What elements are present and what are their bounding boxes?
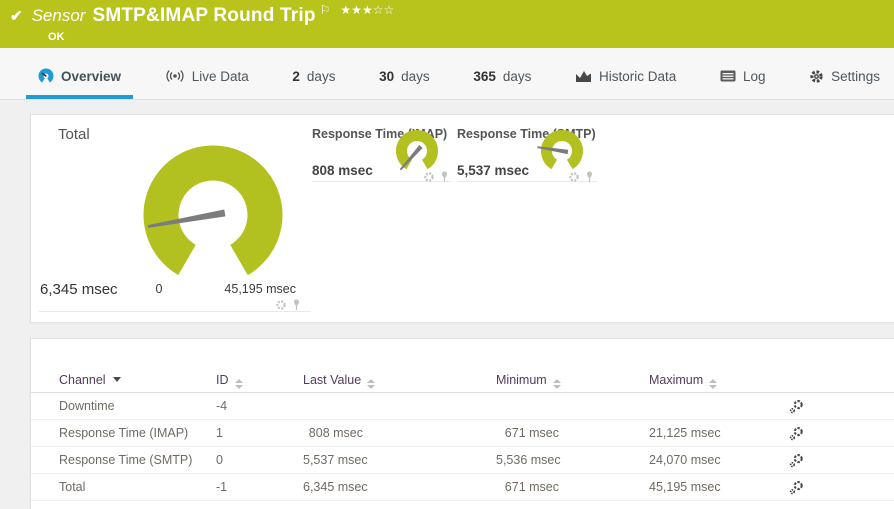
smtp-gauge-value: 5,537 msec: [457, 163, 530, 178]
tile-gear-icon[interactable]: [423, 171, 435, 183]
edit-channel-button[interactable]: [789, 426, 829, 441]
gauge-icon: [38, 68, 54, 83]
gear-icon: [810, 69, 823, 83]
last-value: 808 msec: [308, 426, 363, 440]
channel-name: Response Time (SMTP): [59, 453, 193, 467]
sensor-kind-label: Sensor: [31, 6, 86, 25]
historic-chart-icon: [576, 71, 592, 82]
channel-name: Downtime: [59, 399, 115, 413]
channel-gears-icon: [789, 453, 803, 467]
tab-30-days[interactable]: 30 days: [379, 68, 430, 84]
minimum-value: 671 msec: [504, 426, 559, 440]
table-row: Total -1 6,345 msec 671 msec 45,195 msec: [31, 474, 894, 501]
smtp-tile-actions: [568, 171, 594, 183]
total-gauge-scale-min: 0: [155, 282, 163, 296]
sensor-title: SMTP&IMAP Round Trip: [92, 5, 316, 26]
last-value: 5,537 msec: [303, 453, 368, 467]
smtp-gauge: [537, 130, 583, 170]
channels-table-panel: Channel ID Last Value Minimum Maximum Do…: [30, 338, 894, 509]
channel-name: Response Time (IMAP): [59, 426, 189, 440]
table-row: Response Time (IMAP) 1 808 msec 671 msec…: [31, 420, 894, 447]
imap-gauge-value: 808 msec: [312, 163, 373, 178]
total-gauge-scale-max: 45,195 msec: [224, 282, 296, 296]
live-data-icon: [166, 70, 184, 82]
sensor-status-badge: OK: [48, 31, 65, 43]
last-value: 6,345 msec: [303, 480, 368, 494]
tile-pin-icon[interactable]: [292, 299, 301, 311]
maximum-value: 45,195 msec: [649, 480, 721, 494]
sort-icon: [552, 379, 561, 389]
maximum-value: 21,125 msec: [649, 426, 721, 440]
tab-overview[interactable]: Overview: [26, 57, 134, 99]
maximum-value: 24,070 msec: [649, 453, 721, 467]
imap-tile-actions: [423, 171, 449, 183]
imap-gauge: [396, 130, 438, 171]
tile-gear-icon[interactable]: [568, 171, 580, 183]
channel-gears-icon: [789, 399, 803, 413]
tab-365-days[interactable]: 365 days: [473, 68, 532, 84]
channel-name: Total: [59, 480, 86, 494]
total-gauge: [143, 145, 283, 276]
tab-historic-data[interactable]: Historic Data: [563, 57, 688, 99]
sort-icon: [709, 379, 718, 389]
table-header-row: Channel ID Last Value Minimum Maximum: [31, 367, 894, 393]
tab-log[interactable]: Log: [708, 57, 778, 99]
priority-stars[interactable]: ★★★☆☆: [340, 3, 395, 17]
column-header-maximum[interactable]: Maximum: [649, 367, 718, 393]
channel-id: 1: [216, 426, 223, 440]
status-ok-check-icon: ✔: [10, 8, 23, 25]
column-header-id[interactable]: ID: [216, 367, 303, 393]
channel-id: 0: [216, 453, 223, 467]
total-gauge-title: Total: [58, 126, 90, 143]
tab-settings[interactable]: Settings: [797, 57, 892, 99]
table-row: Downtime -4: [31, 393, 894, 420]
edit-channel-button[interactable]: [789, 453, 829, 468]
minimum-value: 671 msec: [504, 480, 559, 494]
channel-gears-icon: [789, 480, 803, 494]
channel-id: -4: [216, 399, 228, 413]
tab-live-data[interactable]: Live Data: [153, 57, 261, 99]
sort-icon: [367, 379, 376, 389]
tile-gear-icon[interactable]: [275, 299, 287, 311]
tile-pin-icon[interactable]: [585, 171, 594, 183]
tile-pin-icon[interactable]: [440, 171, 449, 183]
divider: [312, 181, 452, 182]
channels-table: Channel ID Last Value Minimum Maximum Do…: [31, 367, 894, 501]
total-tile-actions: [275, 299, 301, 311]
tab-2-days[interactable]: 2 days: [292, 68, 336, 84]
sort-desc-icon: [112, 377, 121, 382]
divider: [39, 311, 311, 312]
divider: [457, 181, 597, 182]
sort-icon: [234, 379, 243, 389]
sensor-status-header: ✔ Sensor SMTP&IMAP Round Trip ⚐ ★★★☆☆ OK: [0, 0, 894, 48]
log-list-icon: [720, 70, 736, 82]
table-row: Response Time (SMTP) 0 5,537 msec 5,536 …: [31, 447, 894, 474]
sensor-tab-bar: Overview Live Data 2 days 30 days 365 da…: [0, 48, 894, 100]
column-header-last-value[interactable]: Last Value: [303, 367, 376, 393]
channel-id: -1: [216, 480, 228, 494]
edit-channel-button[interactable]: [789, 480, 829, 495]
edit-channel-button[interactable]: [789, 399, 829, 414]
channel-gears-icon: [789, 426, 803, 440]
column-header-channel[interactable]: Channel: [59, 367, 216, 393]
overview-gauges-panel: Total 0 45,195 msec 6,345 msec Response …: [30, 114, 894, 323]
total-gauge-value: 6,345 msec: [40, 281, 118, 298]
column-header-minimum[interactable]: Minimum: [496, 367, 561, 393]
priority-flag-icon[interactable]: ⚐: [319, 3, 331, 17]
minimum-value: 5,536 msec: [496, 453, 561, 467]
